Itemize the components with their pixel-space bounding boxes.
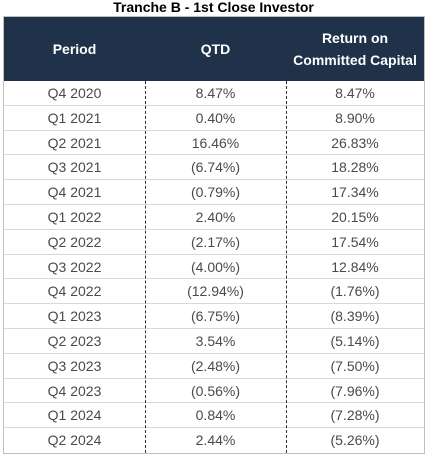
period-cell: Q2 2024 (47, 432, 102, 449)
period-cell: Q3 2023 (47, 357, 102, 374)
table-row: Q1 2022 2.40% 20.15% (4, 205, 424, 230)
table-body: Q4 2020 8.47% 8.47% Q1 2021 0.40% 8.90% Q2 202… (4, 81, 424, 453)
qtd-cell: (0.56%) (190, 382, 241, 399)
return-on-committed-capital-cell: (5.26%) (330, 432, 380, 449)
qtd-cell: (2.48%) (190, 357, 241, 374)
return-on-committed-capital-cell: (8.39%) (330, 308, 380, 325)
qtd-cell: (0.79%) (190, 184, 241, 201)
qtd-cell: 3.54% (195, 333, 236, 349)
return-on-committed-capital-cell: 17.54% (331, 233, 379, 250)
return-on-committed-capital-cell: 12.84% (331, 258, 379, 275)
qtd-cell: 0.40% (195, 109, 236, 126)
table-row: Q3 2022 (4.00%) 12.84% (4, 255, 424, 280)
period-cell: Q4 2020 (47, 85, 102, 101)
table-row: Q4 2020 8.47% 8.47% (4, 81, 424, 106)
return-on-committed-capital-cell: 8.47% (335, 85, 375, 101)
table-row: Q2 2021 16.46% 26.83% (4, 131, 424, 156)
table-row: Q3 2023 (2.48%) (7.50%) (4, 354, 424, 379)
table-row: Q3 2021 (6.74%) 18.28% (4, 155, 424, 181)
table-title: Tranche B - 1st Close Investor (113, 0, 314, 15)
table-row: Q2 2023 3.54% (5.14%) (4, 329, 424, 354)
period-cell: Q1 2024 (47, 407, 102, 424)
return-on-committed-capital-cell: 26.83% (331, 134, 379, 151)
column-header-return-on-committed-capital: Return on Committed Capital (286, 17, 424, 81)
period-cell: Q2 2021 (47, 134, 102, 151)
return-on-committed-capital-cell: (7.50%) (330, 357, 380, 374)
period-cell: Q4 2021 (47, 184, 102, 201)
period-cell: Q2 2022 (47, 233, 102, 250)
table-row: Q1 2024 0.84% (7.28%) (4, 403, 424, 429)
period-cell: Q4 2022 (47, 283, 102, 300)
period-cell: Q1 2023 (47, 308, 102, 325)
table-row: Q2 2022 (2.17%) 17.54% (4, 230, 424, 255)
qtd-cell: (12.94%) (187, 283, 244, 300)
period-cell: Q4 2023 (47, 382, 102, 399)
qtd-cell: 2.44% (195, 432, 236, 449)
returns-table: Period QTD Return on Committed Capital Q… (3, 16, 425, 454)
qtd-cell: 16.46% (191, 134, 240, 151)
qtd-cell: 2.40% (195, 209, 236, 225)
period-cell: Q1 2022 (47, 209, 102, 225)
return-on-committed-capital-cell: 17.34% (331, 184, 379, 201)
table-row: Q4 2023 (0.56%) (7.96%) (4, 379, 424, 404)
period-cell: Q1 2021 (47, 109, 102, 126)
return-on-committed-capital-cell: (5.14%) (330, 333, 380, 349)
table-row: Q4 2022 (12.94%) (1.76%) (4, 279, 424, 305)
table-row: Q4 2021 (0.79%) 17.34% (4, 180, 424, 205)
period-cell: Q3 2021 (47, 159, 102, 176)
column-header-roc-line1: Return on (321, 30, 389, 46)
column-divider (145, 81, 146, 453)
qtd-cell: (4.00%) (190, 258, 241, 275)
return-on-committed-capital-cell: (7.28%) (330, 407, 380, 424)
qtd-cell: (2.17%) (190, 233, 241, 250)
return-on-committed-capital-cell: 20.15% (331, 209, 379, 225)
table-row: Q1 2023 (6.75%) (8.39%) (4, 304, 424, 329)
period-cell: Q3 2022 (47, 258, 102, 275)
table-row: Q2 2024 2.44% (5.26%) (4, 428, 424, 453)
qtd-cell: 8.47% (195, 85, 236, 101)
qtd-cell: 0.84% (195, 407, 236, 424)
return-on-committed-capital-cell: 8.90% (335, 109, 375, 126)
column-header-period: Period (52, 41, 97, 57)
period-cell: Q2 2023 (47, 333, 102, 349)
column-divider (286, 81, 287, 453)
column-header-roc-line2: Committed Capital (293, 52, 417, 68)
return-on-committed-capital-cell: 18.28% (331, 159, 379, 176)
table-header: Period QTD Return on Committed Capital (4, 17, 424, 81)
table-row: Q1 2021 0.40% 8.90% (4, 106, 424, 131)
qtd-cell: (6.74%) (190, 159, 241, 176)
return-on-committed-capital-cell: (1.76%) (330, 283, 380, 300)
qtd-cell: (6.75%) (190, 308, 241, 325)
return-on-committed-capital-cell: (7.96%) (330, 382, 380, 399)
column-header-qtd: QTD (200, 41, 231, 57)
